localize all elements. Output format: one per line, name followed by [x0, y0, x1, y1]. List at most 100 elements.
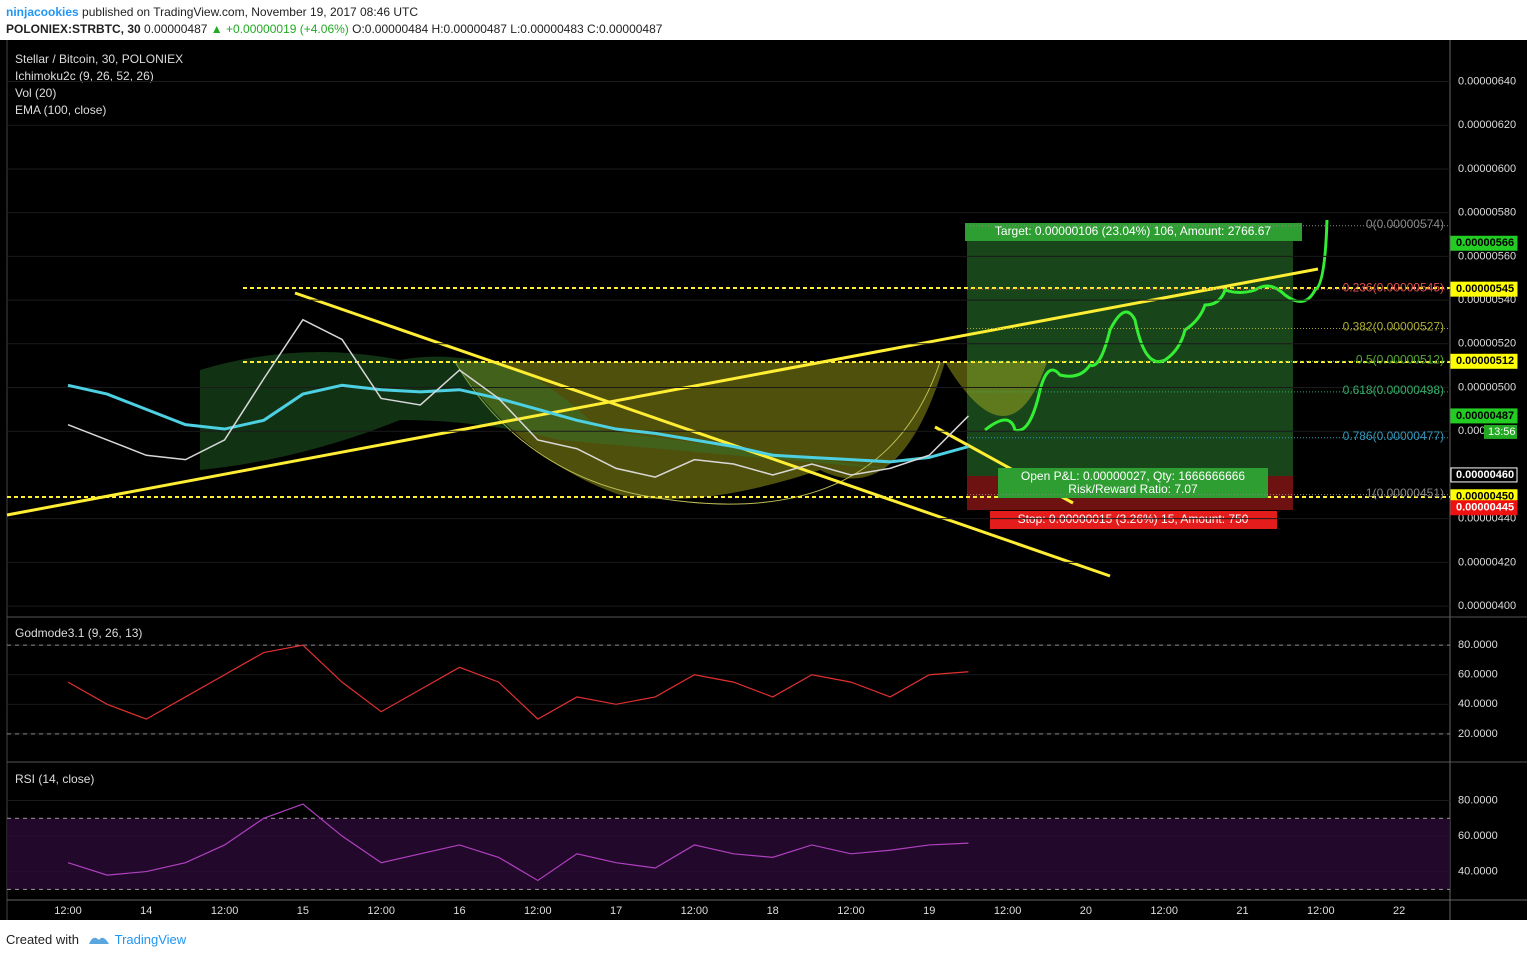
y-tick-label: 80.0000 [1458, 639, 1498, 651]
y-tick-label: 0.00000620 [1458, 119, 1516, 131]
x-tick-label: 16 [453, 905, 465, 917]
y-tick-label: 0.00000560 [1458, 250, 1516, 262]
x-tick-label: 12:00 [681, 905, 709, 917]
trend-line [6, 267, 1319, 517]
price-marker [1450, 353, 1518, 369]
ichimoku-cloud [200, 352, 900, 470]
price-marker-label: 0.00000445 [1456, 502, 1514, 514]
rsi-line [67, 803, 969, 882]
rsi-band [7, 818, 1450, 890]
pnl-text: Open P&L: 0.00000027, Qty: 1666666666 [1021, 469, 1246, 483]
y-tick-label: 0.00000500 [1458, 381, 1516, 393]
y-tick-label: 0.00000520 [1458, 338, 1516, 350]
x-tick-label: 12:00 [837, 905, 865, 917]
x-tick-label: 21 [1236, 905, 1248, 917]
indicator-label: EMA (100, close) [15, 103, 106, 117]
godmode-line [67, 644, 969, 720]
x-tick-label: 12:00 [54, 905, 82, 917]
y-tick-label: 0.00000600 [1458, 163, 1516, 175]
y-tick-label: 0.00000400 [1458, 600, 1516, 612]
y-tick-label: 60.0000 [1458, 830, 1498, 842]
trend-line [294, 291, 1111, 578]
y-tick-label: 20.0000 [1458, 728, 1498, 740]
price-marker-label: 0.00000566 [1456, 237, 1514, 249]
fib-label: 0.786(0.00000477) [1343, 429, 1444, 443]
y-tick-label: 0.000 [1458, 425, 1486, 437]
stop-text: Stop: 0.00000015 (3.26%) 15, Amount: 750 [1018, 512, 1249, 526]
price-marker [1450, 408, 1518, 424]
y-tick-label: 40.0000 [1458, 698, 1498, 710]
y-tick-label: 0.00000540 [1458, 294, 1516, 306]
author[interactable]: ninjacookies [6, 5, 79, 19]
x-tick-label: 12:00 [524, 905, 552, 917]
fib-label: 0.382(0.00000527) [1343, 320, 1444, 334]
ema-line [67, 383, 969, 464]
price-marker-label: 0.00000450 [1456, 491, 1514, 503]
projection-path [984, 219, 1329, 432]
target-zone [967, 228, 1293, 476]
fib-label: 1(0.00000451) [1366, 486, 1444, 500]
panel-title: Godmode3.1 (9, 26, 13) [15, 626, 142, 640]
fib-label: 0.618(0.00000498) [1343, 383, 1444, 397]
chart-title: Stellar / Bitcoin, 30, POLONIEX [15, 52, 183, 66]
price-marker [1450, 500, 1518, 516]
x-tick-label: 12:00 [367, 905, 395, 917]
y-tick-label: 0.00000420 [1458, 556, 1516, 568]
close: C:0.00000487 [587, 22, 663, 36]
x-tick-label: 12:00 [994, 905, 1022, 917]
price-marker [1450, 235, 1518, 251]
symbol: POLONIEX:STRBTC, 30 [6, 22, 141, 36]
change: +0.00000019 (+4.06%) [226, 22, 349, 36]
cup-shape [455, 362, 1047, 500]
target-text: Target: 0.00000106 (23.04%) 106, Amount:… [995, 224, 1272, 238]
price-marker [1450, 281, 1518, 297]
brand[interactable]: TradingView [114, 932, 187, 947]
y-tick-label: 0.00000640 [1458, 75, 1516, 87]
stop-box [990, 511, 1277, 529]
footer: Created with TradingView [6, 930, 186, 947]
risk-reward: Risk/Reward Ratio: 7.07 [1068, 482, 1198, 496]
last: 0.00000487 [144, 22, 208, 36]
open: O:0.00000484 [352, 22, 429, 36]
y-tick-label: 0.00000580 [1458, 207, 1516, 219]
low: L:0.00000483 [510, 22, 584, 36]
x-tick-label: 12:00 [1150, 905, 1178, 917]
y-tick-label: 40.0000 [1458, 865, 1498, 877]
arrow: ▲ [210, 22, 223, 36]
price-line [67, 318, 969, 478]
price-marker-label: 0.00000460 [1456, 469, 1514, 481]
panel-title: RSI (14, close) [15, 772, 94, 786]
y-tick-label: 0.00000440 [1458, 513, 1516, 525]
fib-label: 0(0.00000574) [1366, 217, 1444, 231]
x-tick-label: 17 [610, 905, 622, 917]
indicator-label: Ichimoku2c (9, 26, 52, 26) [15, 69, 154, 83]
price-marker-label: 0.00000512 [1456, 355, 1514, 367]
countdown: 13:56 [1488, 426, 1516, 438]
pnl-box [998, 468, 1268, 498]
x-tick-label: 12:00 [211, 905, 239, 917]
x-tick-label: 18 [767, 905, 779, 917]
chart: Stellar / Bitcoin, 30, POLONIEX Ichimoku… [0, 40, 1527, 920]
x-tick-label: 20 [1080, 905, 1092, 917]
x-tick-label: 12:00 [1307, 905, 1335, 917]
price-marker-label: 0.00000545 [1456, 283, 1514, 295]
x-tick-label: 19 [923, 905, 935, 917]
high: H:0.00000487 [431, 22, 507, 36]
fib-label: 0.5(0.00000512) [1356, 352, 1444, 366]
x-tick-label: 22 [1393, 905, 1405, 917]
published: published on TradingView.com, November 1… [82, 5, 419, 19]
y-tick-label: 80.0000 [1458, 794, 1498, 806]
x-tick-label: 14 [140, 905, 152, 917]
target-box [965, 223, 1302, 241]
fib-label: 0.236(0.00000545) [1343, 280, 1444, 294]
created: Created with [6, 932, 79, 947]
countdown-box [1484, 424, 1517, 439]
x-tick-label: 15 [297, 905, 309, 917]
price-marker [1450, 467, 1518, 483]
cup-outline [454, 361, 941, 505]
header: ninjacookies published on TradingView.co… [6, 4, 662, 38]
y-tick-label: 60.0000 [1458, 669, 1498, 681]
indicator-label: Vol (20) [15, 86, 56, 100]
price-marker-label: 0.00000487 [1456, 410, 1514, 422]
